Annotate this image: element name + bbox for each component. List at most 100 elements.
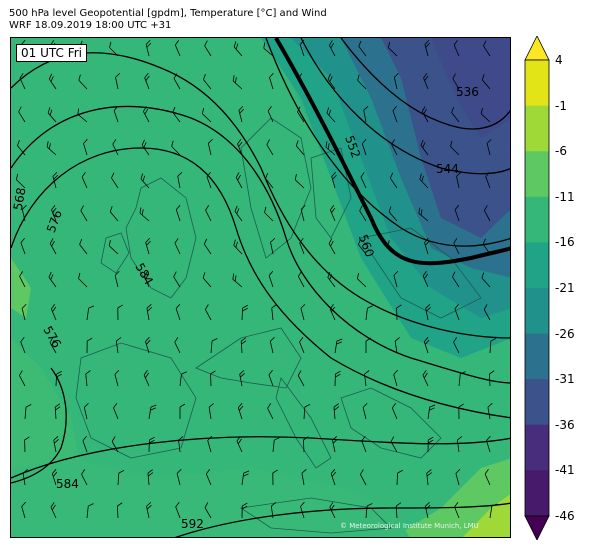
wind-barb [172,106,181,123]
colorbar-tick-label: -6 [555,144,567,159]
wind-barb [15,173,26,189]
wind-barb [204,502,212,519]
wind-barb [451,106,460,123]
wind-barb [81,469,88,486]
colorbar-tick-label: -21 [555,281,575,295]
wind-barb [326,107,336,123]
wind-barb [489,338,497,354]
wind-barb [394,337,400,354]
wind-barb [303,404,311,420]
wind-barb [148,436,155,453]
wind-barb [424,39,431,57]
wind-barb [328,238,336,255]
wind-barb [272,469,278,486]
wind-barb [241,470,250,486]
wind-barb [80,205,88,222]
wind-barb [327,73,336,90]
wind-barb [21,501,26,519]
wind-barb [145,336,151,354]
wind-barb [486,435,491,453]
wind-barb [387,41,398,57]
wind-barb [419,173,429,189]
credit-text: © Meteorological Institute Munich, LMU [340,522,479,530]
wind-barb [425,304,431,321]
wind-barb [294,174,305,189]
contour-576-sw [11,367,67,484]
wind-barb [327,271,336,288]
colorbar-bottom-arrow [524,515,550,540]
wind-barb [453,40,460,57]
wind-barb [204,40,212,57]
wind-barb [54,403,61,420]
contour-576 [11,105,510,384]
map-title: 500 hPa level Geopotential [gpdm], Tempe… [9,8,327,19]
wind-barb [51,468,58,486]
wind-barb [483,40,491,57]
wind-barb [418,207,429,222]
wind-barb [272,437,280,453]
wind-barb [488,370,495,387]
wind-barb [487,403,493,420]
wind-barb [82,435,88,453]
colorbar-tick-label: 4 [555,53,563,67]
wind-barb [146,304,153,321]
wind-barb [481,74,491,90]
temp-region-warm-west [11,258,31,318]
wind-barb [393,369,398,387]
colorbar-tick-label: -11 [555,189,575,204]
wind-barb [356,272,367,288]
wind-barb [237,138,243,156]
weather-map[interactable]: 536 544 552 560 568 576 576 584 584 592 [10,37,511,538]
wind-barb [205,469,212,486]
wind-barb [455,468,461,486]
wind-barb [363,106,369,123]
wind-barb [300,501,305,519]
colorbar-tick-label: -1 [555,98,567,113]
wind-barb [20,336,26,354]
wind-barb [483,304,491,321]
wind-barb [240,337,247,354]
wind-barb [396,469,403,486]
map-canvas: 536 544 552 560 568 576 576 584 584 592 [11,38,510,537]
wind-barb [49,337,57,354]
wind-barb [239,370,245,387]
wind-barb [389,172,398,189]
wind-barb [391,139,398,156]
colorbar-tick-label: -31 [555,372,575,387]
wind-barb [484,205,491,222]
wind-barb [203,74,212,90]
wind-barb [298,73,305,90]
wind-barb [266,139,274,156]
wind-barb [269,336,275,354]
contour-label: 592 [181,517,204,531]
wind-barb [81,172,88,189]
wind-barb [113,105,119,123]
wind-barb [388,206,398,222]
wind-barb [484,469,491,486]
wind-barb [424,237,430,255]
wind-barb [238,105,245,123]
wind-barb [207,435,212,453]
wind-barb [83,138,88,156]
wind-barb [329,40,336,57]
wind-barb [395,502,402,519]
wind-barb [362,402,368,420]
wind-barb [265,172,274,189]
colorbar-band [525,60,549,107]
wind-barb [179,403,186,419]
wind-barb [454,303,460,321]
wind-barb [359,205,367,222]
wind-barb [19,271,26,288]
wind-barb [358,40,367,57]
colorbar-band [525,242,549,289]
wind-barb [423,336,430,354]
wind-barb [365,503,373,519]
wind-barb [77,108,88,123]
wind-barb [365,305,373,321]
wind-barb [331,171,337,189]
wind-barb [108,240,119,255]
wind-barb [269,72,274,90]
wind-barb [117,304,123,321]
wind-barb [396,304,402,321]
wind-barb [47,107,57,123]
